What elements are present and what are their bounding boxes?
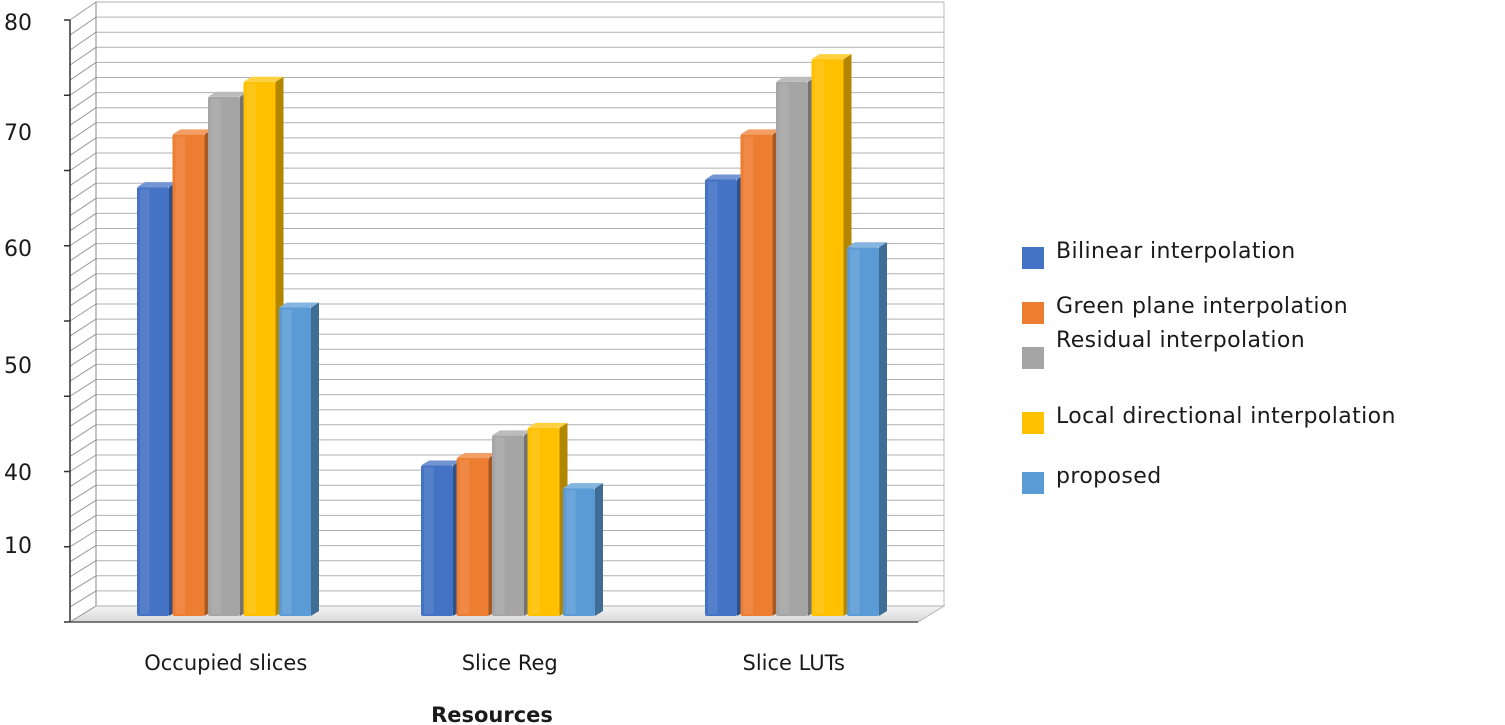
gridline-wall	[69, 182, 97, 202]
gridline-wall	[69, 469, 97, 487]
x-tick-label: Occupied slices	[144, 651, 307, 675]
gridline-wall	[69, 212, 97, 232]
bar	[172, 129, 213, 616]
gridline-wall	[69, 77, 97, 96]
gridline-wall	[69, 394, 97, 412]
legend-item: Bilinear interpolation	[1022, 236, 1296, 269]
gridline-wall	[69, 499, 97, 518]
legend-swatch	[1022, 412, 1044, 434]
legend-label: proposed	[1056, 463, 1162, 489]
legend-label: Residual interpolation	[1056, 327, 1306, 353]
gridline-wall	[69, 424, 97, 442]
gridline-wall	[69, 318, 97, 337]
gridline-wall	[69, 590, 97, 608]
y-tick-label: 60	[4, 237, 32, 262]
gridline-wall	[69, 363, 97, 382]
gridline-wall	[69, 439, 97, 457]
x-tick-label: Slice LUTs	[743, 651, 845, 675]
bar	[527, 422, 568, 616]
gridline-wall	[69, 31, 97, 51]
legend-swatch	[1022, 472, 1044, 494]
labels: 10 40 50 60 70 80 Occupied slices Slice Reg Slic…	[4, 11, 845, 725]
gridline-wall	[69, 484, 97, 503]
bar	[208, 91, 248, 616]
bar	[705, 174, 745, 617]
gridline-wall	[69, 61, 97, 81]
y-tick-label: 80	[4, 11, 32, 36]
bar	[847, 242, 887, 616]
gridline-wall	[69, 348, 97, 367]
legend-item: Residual interpolation	[1022, 328, 1305, 369]
bar	[456, 452, 497, 616]
gridline-wall	[69, 228, 97, 247]
gridline-wall	[69, 107, 97, 126]
gridline-wall	[69, 258, 97, 277]
x-axis-title: Resources	[431, 703, 553, 725]
gridline-wall	[69, 122, 97, 141]
gridline-wall	[69, 137, 97, 156]
bar	[137, 182, 177, 616]
y-tick-label: 50	[4, 354, 32, 379]
bar	[492, 430, 532, 616]
x-tick-label: Slice Reg	[462, 651, 558, 675]
gridline-wall	[69, 273, 97, 292]
gridline-wall	[69, 560, 97, 578]
bars	[137, 54, 887, 617]
bar	[776, 76, 816, 617]
gridline-wall	[69, 530, 97, 548]
legend-label: Bilinear interpolation	[1056, 238, 1296, 264]
axes	[64, 19, 918, 623]
gridline-wall	[69, 514, 97, 533]
gridline-wall	[69, 409, 97, 427]
gridline-wall	[69, 46, 97, 66]
legend-label: Local directional interpolation	[1056, 403, 1396, 429]
gridline-wall	[69, 1, 97, 21]
gridline-wall	[69, 333, 97, 352]
gridline-wall	[69, 92, 97, 111]
gridline-wall	[69, 167, 97, 186]
bar	[811, 54, 852, 616]
bar	[279, 302, 319, 616]
gridline-wall	[69, 152, 97, 171]
gridline-wall	[69, 243, 97, 262]
bar	[740, 129, 781, 616]
legend-label: Green plane interpolation	[1056, 293, 1349, 319]
legend-swatch	[1022, 347, 1044, 369]
legend-item: proposed	[1022, 461, 1162, 494]
y-tick-label: 70	[4, 121, 32, 146]
y-tick-label: 40	[4, 461, 32, 486]
gridline-wall	[69, 379, 97, 397]
gridline-wall	[69, 454, 97, 472]
gridline-wall	[69, 197, 97, 217]
legend-swatch	[1022, 302, 1044, 324]
gridline-wall	[69, 605, 97, 623]
gridline-wall	[69, 288, 97, 307]
gridline-wall	[69, 303, 97, 322]
bar	[243, 76, 284, 617]
bar	[421, 460, 461, 616]
bar	[563, 483, 603, 616]
legend-item: Local directional interpolation	[1022, 401, 1396, 434]
gridline-wall	[69, 575, 97, 593]
floor-edge	[917, 605, 945, 623]
gridline-wall	[69, 16, 97, 36]
legend-swatch	[1022, 247, 1044, 269]
y-tick-label: 10	[4, 534, 32, 559]
legend-item: Green plane interpolation	[1022, 291, 1349, 324]
gridline-wall	[69, 545, 97, 563]
